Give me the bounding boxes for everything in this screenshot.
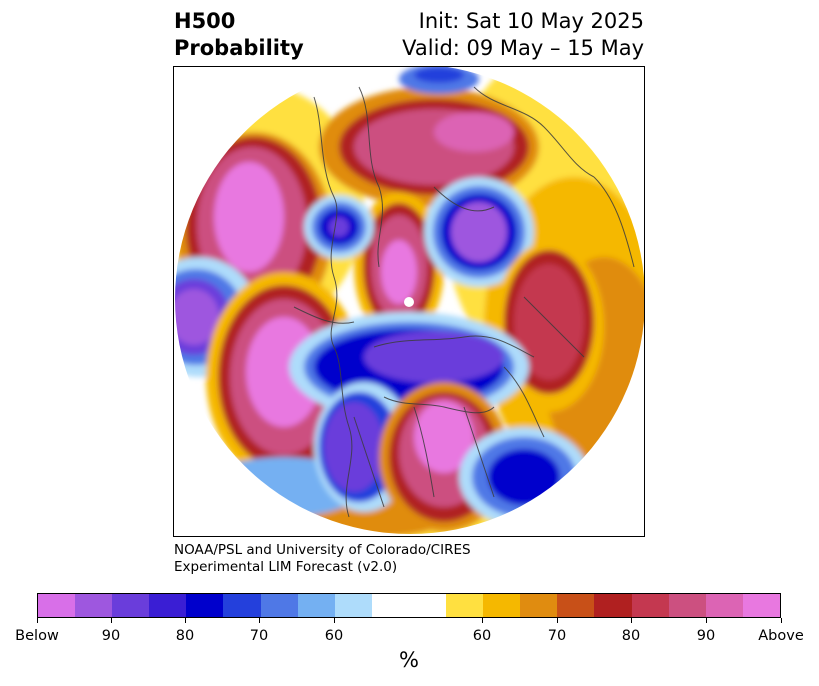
colorbar-tick [706,618,707,623]
colorbar-segment [334,594,372,617]
colorbar-segment [260,594,298,617]
map-title: H500 Probability [174,8,304,62]
colorbar-segment [520,594,558,617]
colorbar-tick [482,618,483,623]
colorbar-tick [557,618,558,623]
title-type: Probability [174,36,304,60]
colorbar-segment [371,594,447,617]
colorbar-segment [112,594,150,617]
colorbar-tick-label: Above [758,628,804,644]
colorbar-segment [705,594,743,617]
forecast-dates: Init: Sat 10 May 2025 Valid: 09 May – 15… [402,8,644,62]
colorbar-tick [631,618,632,623]
colorbar-segment [631,594,669,617]
colorbar-tick-label: 60 [324,628,344,644]
colorbar-segment [742,594,780,617]
colorbar-tick [185,618,186,623]
credit-line-1: NOAA/PSL and University of Colorado/CIRE… [174,542,471,558]
colorbar-segment [186,594,224,617]
colorbar-segment [223,594,261,617]
title-variable: H500 [174,9,236,33]
colorbar-segment [594,594,632,617]
colorbar-segment [668,594,706,617]
colorbar-tick-label: 80 [621,628,641,644]
init-date: Init: Sat 10 May 2025 [418,9,644,33]
credit-text: NOAA/PSL and University of Colorado/CIRE… [174,542,471,576]
colorbar-tick [111,618,112,623]
colorbar-tick-label: 80 [175,628,195,644]
coastlines [293,86,635,518]
colorbar-segment [483,594,521,617]
valid-range: Valid: 09 May – 15 May [402,36,644,60]
colorbar-tick-label: 70 [547,628,567,644]
colorbar-segment [38,594,76,617]
colorbar-segment [557,594,595,617]
colorbar-tick-label: 60 [472,628,492,644]
colorbar-segment [297,594,335,617]
probability-map [173,66,645,537]
colorbar-tick [37,618,38,623]
colorbar-tick-label: 90 [101,628,121,644]
colorbar-tick-label: 70 [249,628,269,644]
colorbar-tick-label: Below [15,628,59,644]
colorbar-tick [259,618,260,623]
colorbar-tick [334,618,335,623]
colorbar [37,593,781,618]
colorbar-segment [75,594,113,617]
colorbar-segment [149,594,187,617]
probability-field [175,67,644,534]
colorbar-segment [446,594,484,617]
colorbar-tick-label: 90 [696,628,716,644]
polar-map-svg [175,67,644,534]
credit-line-2: Experimental LIM Forecast (v2.0) [174,559,398,575]
colorbar-unit: % [399,648,419,672]
colorbar-tick [781,618,782,623]
